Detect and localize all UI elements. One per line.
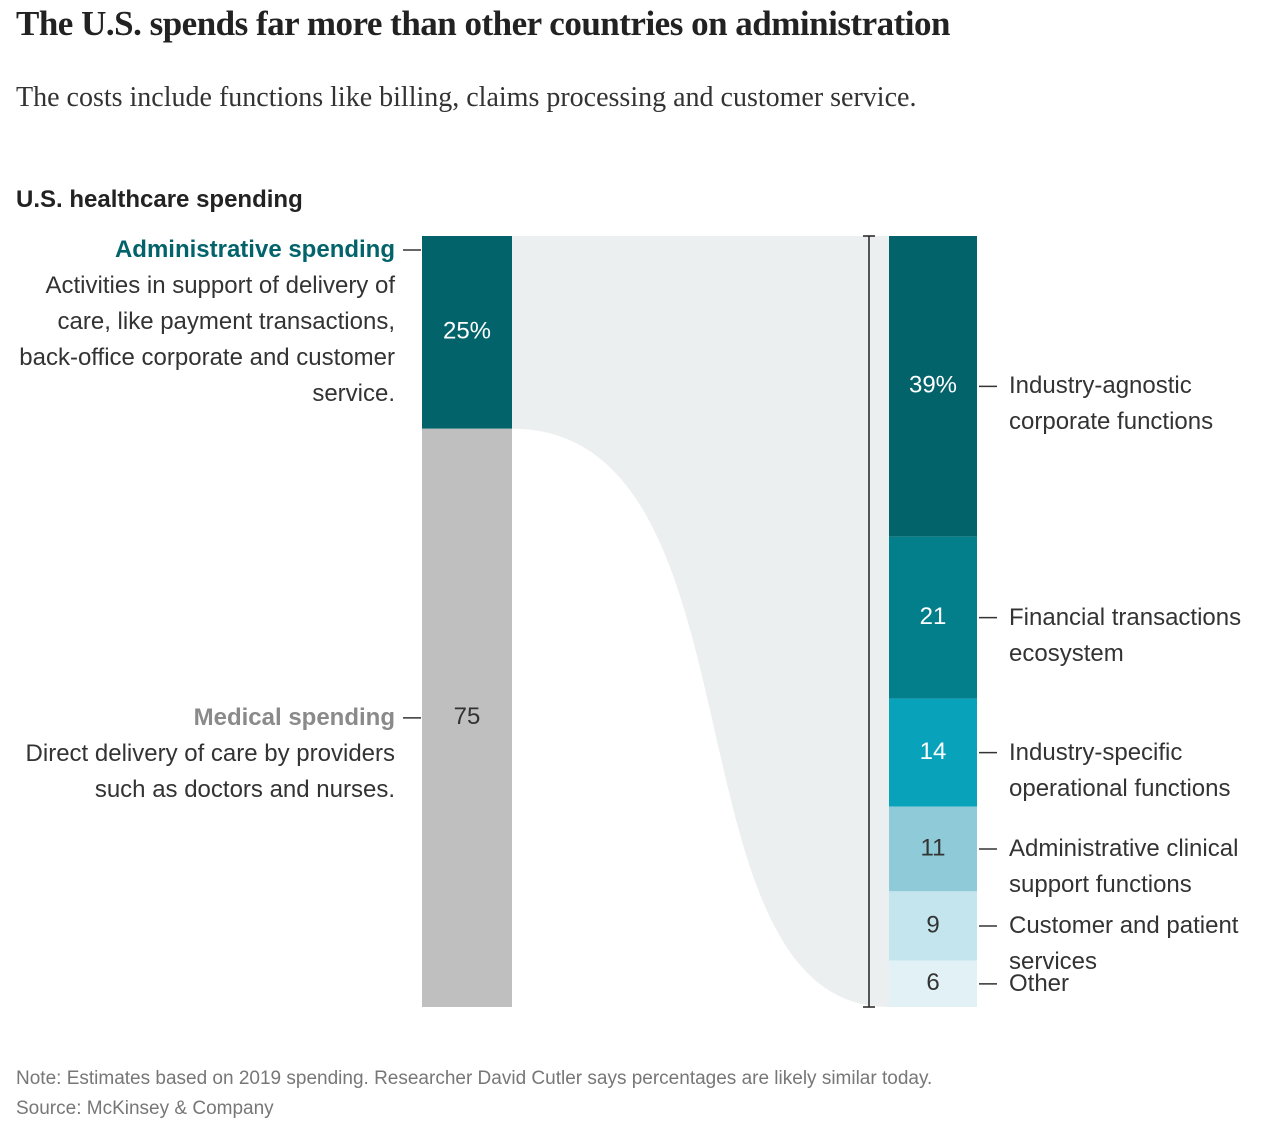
bracket	[863, 235, 875, 1008]
note: Note: Estimates based on 2019 spending. …	[16, 1068, 933, 1089]
segment-name: Industry-specific operational functions	[1009, 738, 1231, 802]
segment-description: Activities in support of delivery of car…	[19, 272, 395, 407]
value-label: 39%	[909, 372, 957, 399]
left-segment	[422, 428, 512, 1007]
right-segment	[889, 236, 977, 537]
right-segment	[889, 806, 977, 892]
value-label: 25%	[443, 318, 491, 345]
segment-name: Medical spending	[193, 703, 395, 731]
right-segment	[889, 698, 977, 807]
value-label: 6	[926, 969, 939, 996]
right-segment	[889, 960, 977, 1007]
right-segment	[889, 536, 977, 699]
value-label: 14	[920, 738, 947, 765]
source: Source: McKinsey & Company	[16, 1098, 274, 1119]
flow	[512, 236, 889, 1007]
segment-name: Other	[1009, 969, 1070, 997]
value-label: 21	[920, 603, 947, 630]
value-label: 75	[454, 703, 481, 730]
chart-title: The U.S. spends far more than other coun…	[16, 4, 951, 43]
right-segment	[889, 891, 977, 961]
left-segment	[422, 236, 512, 429]
segment-name: Customer and patient services	[1009, 912, 1239, 976]
segment-description: Direct delivery of care by providers suc…	[25, 739, 395, 803]
chart-subtitle: The costs include functions like billing…	[16, 82, 917, 113]
value-label: 9	[926, 911, 939, 938]
value-label: 11	[921, 834, 946, 861]
segment-name: Industry-agnostic corporate functions	[1009, 372, 1214, 436]
segment-name: Administrative clinical support function…	[1009, 834, 1239, 898]
segment-name: Financial transactions ecosystem	[1009, 603, 1242, 667]
bar-title: U.S. healthcare spending	[16, 186, 303, 213]
segment-name: Administrative spending	[114, 236, 395, 263]
